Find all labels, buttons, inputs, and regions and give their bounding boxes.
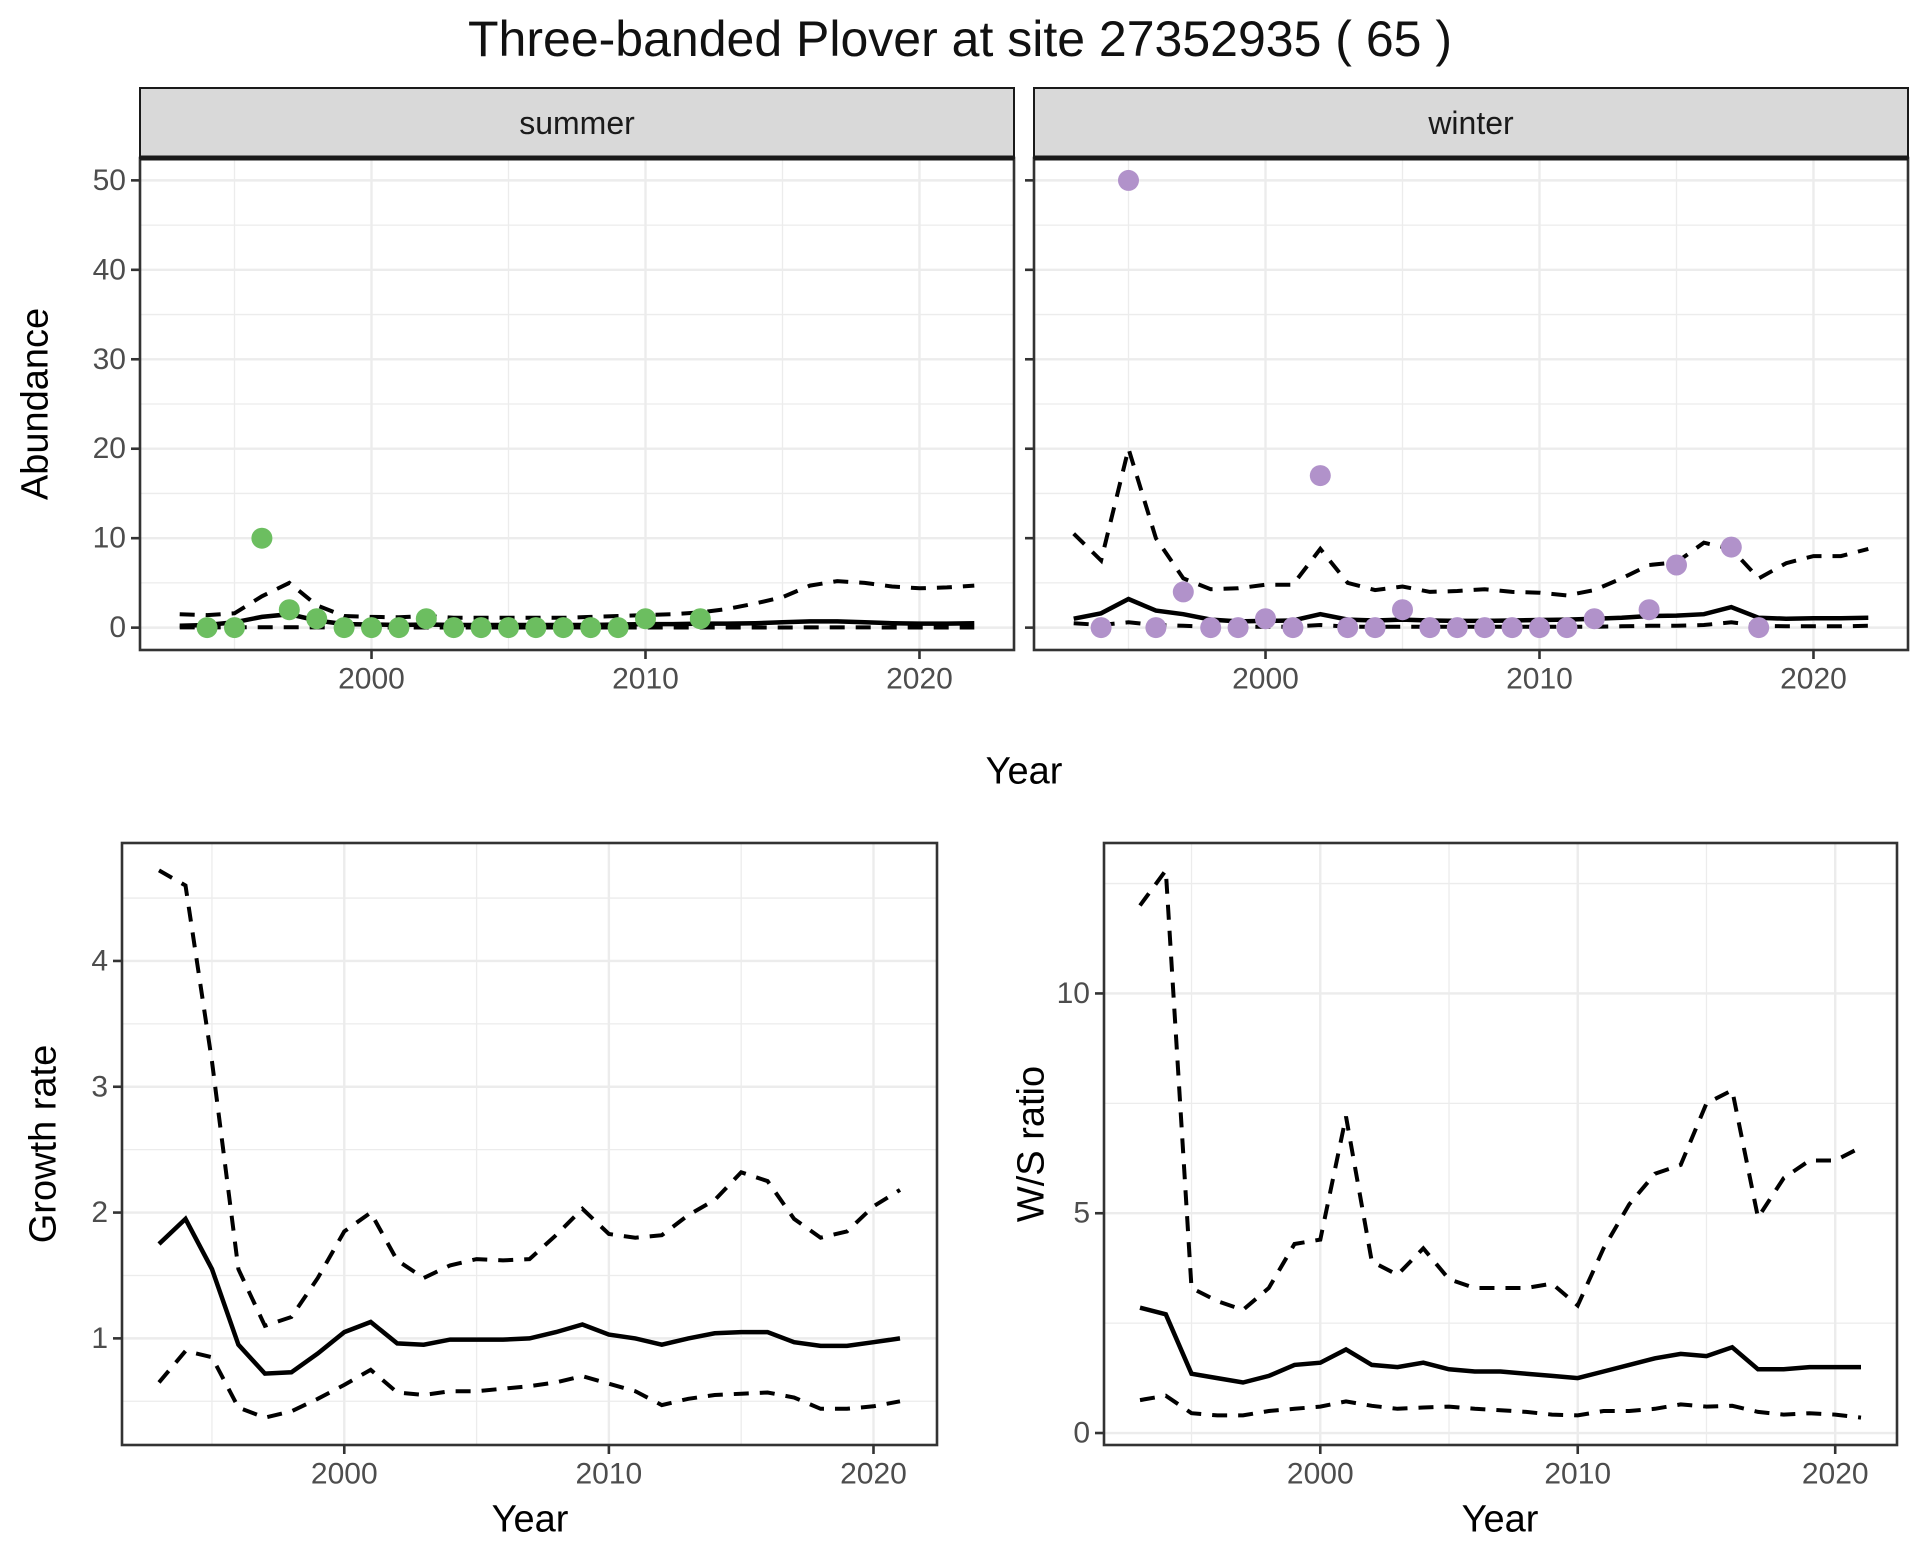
observed-point xyxy=(552,617,574,639)
x-axis-title-year-growth: Year xyxy=(491,1498,569,1541)
panel-ws_ratio: 2000 2010 2020 0 5 10 xyxy=(1057,841,1899,1491)
observed-point xyxy=(1556,617,1578,639)
y-axis-title-abundance: Abundance xyxy=(14,307,57,501)
observed-point xyxy=(607,617,629,639)
observed-point xyxy=(1748,617,1770,639)
upper_ci-line-growth_rate xyxy=(158,868,902,1329)
y-tick-label: 40 xyxy=(93,253,126,286)
observed-point xyxy=(1666,554,1687,576)
observed-point xyxy=(1419,617,1441,639)
gridlines-ws_ratio xyxy=(1104,843,1897,1445)
observed-point xyxy=(1172,581,1194,603)
x-tick-label: 2020 xyxy=(886,663,953,696)
upper_ci-line-abundance_winter xyxy=(1072,441,1869,598)
observed-point xyxy=(1583,608,1605,630)
x-tick-label: 2010 xyxy=(576,1458,643,1491)
observed-point xyxy=(1118,169,1139,191)
observed-point xyxy=(689,608,711,630)
observed-point xyxy=(1255,608,1276,630)
observed-point xyxy=(1501,617,1523,639)
x-axis-title-year-top: Year xyxy=(985,750,1063,793)
observed-point xyxy=(415,608,437,630)
panel-abundance_winter: 2000 2010 2020 xyxy=(1025,87,1910,696)
observed-point xyxy=(388,617,410,639)
observed-point xyxy=(1090,617,1112,639)
facet-strip-label-summer: summer xyxy=(519,105,635,141)
facet-strip-label-winter: winter xyxy=(1428,105,1514,141)
axis-ticks-abundance_summer: 2000 2010 2020 0 10 20 30 40 50 xyxy=(93,164,953,696)
facet-strip-abundance_summer xyxy=(139,87,1015,159)
x-tick-label: 2020 xyxy=(840,1458,907,1491)
axis-ticks-abundance_winter: 2000 2010 2020 xyxy=(1025,179,1847,696)
y-tick-label: 50 xyxy=(93,164,126,197)
axis-ticks-ws_ratio: 2000 2010 2020 0 5 10 xyxy=(1057,977,1869,1491)
x-tick-label: 2010 xyxy=(1544,1458,1611,1491)
observed_counts_summer xyxy=(196,527,711,639)
x-tick-label: 2000 xyxy=(338,663,405,696)
y-tick-label: 4 xyxy=(91,944,108,977)
observed-point xyxy=(251,527,273,549)
observed-point xyxy=(1309,465,1331,487)
observed-point xyxy=(580,617,602,639)
y-tick-label: 10 xyxy=(93,522,126,555)
panel-abundance_summer: 2000 2010 2020 0 10 20 30 40 50 xyxy=(93,87,1016,696)
x-tick-label: 2020 xyxy=(1780,663,1847,696)
y-tick-label: 10 xyxy=(1057,977,1090,1010)
axis-ticks-growth_rate: 2000 2010 2020 1 2 3 4 xyxy=(91,944,907,1490)
observed-point xyxy=(1337,617,1359,639)
median_growth-line-growth_rate xyxy=(157,1215,901,1376)
plot-title: Three-banded Plover at site 27352935 ( 6… xyxy=(468,11,1452,67)
x-tick-label: 2010 xyxy=(1506,663,1573,696)
observed-point xyxy=(1364,617,1386,639)
facet-strip-abundance_winter xyxy=(1033,87,1909,159)
observed-point xyxy=(1227,617,1249,639)
observed-point xyxy=(470,617,492,639)
y-tick-label: 5 xyxy=(1073,1197,1090,1230)
observed-point xyxy=(1200,617,1222,639)
x-tick-label: 2010 xyxy=(612,663,679,696)
y-axis-title-ws-ratio: W/S ratio xyxy=(1010,1065,1053,1223)
observed-point xyxy=(1529,617,1550,639)
observed-point xyxy=(1638,599,1660,621)
y-axis-title-growth-rate: Growth rate xyxy=(22,1044,65,1244)
x-axis-title-year-ws: Year xyxy=(1461,1498,1539,1541)
observed-point xyxy=(525,617,547,639)
y-tick-label: 1 xyxy=(91,1322,108,1355)
observed-point xyxy=(635,608,656,630)
observed-point xyxy=(1282,617,1304,639)
observed-point xyxy=(224,617,245,639)
upper_ci-line-abundance_summer xyxy=(179,579,975,620)
y-tick-label: 30 xyxy=(93,343,126,376)
observed-point xyxy=(1145,617,1167,639)
observed-point xyxy=(498,617,519,639)
observed-point xyxy=(443,617,465,639)
observed-point xyxy=(361,617,382,639)
observed-point xyxy=(1720,536,1742,558)
x-tick-label: 2000 xyxy=(311,1458,378,1491)
observed_counts_winter xyxy=(1090,169,1770,639)
y-tick-label: 2 xyxy=(91,1196,108,1229)
x-tick-label: 2000 xyxy=(1232,663,1299,696)
y-tick-label: 20 xyxy=(93,432,126,465)
median_ws-line-ws_ratio xyxy=(1139,1305,1861,1385)
observed-point xyxy=(306,608,328,630)
y-tick-label: 3 xyxy=(91,1070,108,1103)
observed-point xyxy=(196,617,218,639)
y-tick-label: 0 xyxy=(1073,1417,1090,1450)
gridlines-abundance_winter xyxy=(1034,158,1908,650)
panel-growth_rate: 2000 2010 2020 1 2 3 4 xyxy=(91,841,939,1491)
observed-point xyxy=(1446,617,1468,639)
upper_ci-line-ws_ratio xyxy=(1138,864,1862,1313)
observed-point xyxy=(1392,599,1413,621)
y-tick-label: 0 xyxy=(109,611,126,644)
x-tick-label: 2020 xyxy=(1802,1458,1869,1491)
observed-point xyxy=(278,599,300,621)
lower_ci-line-ws_ratio xyxy=(1139,1393,1862,1420)
observed-point xyxy=(333,617,355,639)
observed-point xyxy=(1474,617,1496,639)
x-tick-label: 2000 xyxy=(1287,1458,1354,1491)
